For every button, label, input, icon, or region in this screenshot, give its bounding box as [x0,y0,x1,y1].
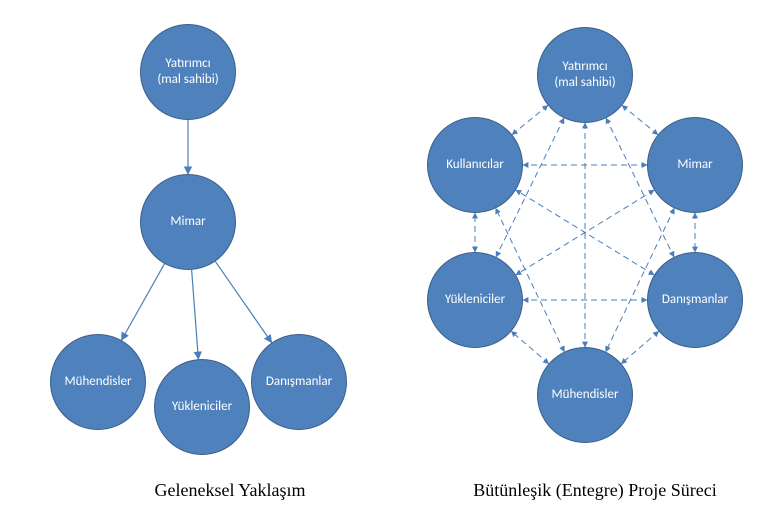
node-label: Mühendisler [552,387,619,403]
edge-R2-R5 [516,190,654,275]
node-r2: Mimar [647,117,743,213]
diagram-container: Yatırımcı(mal sahibi) Mimar Mühendisler Yük… [0,0,775,519]
edge-R1-R6 [512,105,548,134]
node-label: Yatırımcı(mal sahibi) [157,56,218,89]
node-label: Mimar [170,214,205,230]
node-l5: Danışmanlar [251,334,347,430]
node-l1: Yatırımcı(mal sahibi) [140,24,236,120]
node-label: Yatırımcı(mal sahibi) [554,59,615,92]
node-r5: Yükleniciler [427,252,523,348]
edge-R3-R6 [516,190,654,275]
edge-L2-L3 [122,264,165,340]
node-l2: Mimar [140,174,236,270]
edge-R1-R2 [622,105,658,134]
node-r1: Yatırımcı(mal sahibi) [537,27,633,123]
node-label: Danışmanlar [662,292,728,308]
node-l3: Mühendisler [50,334,146,430]
edge-R4-R5 [511,331,548,363]
node-r6: Kullanıcılar [427,117,523,213]
node-r4: Mühendisler [537,347,633,443]
edge-L2-L5 [215,261,271,342]
node-r3: Danışmanlar [647,252,743,348]
node-label: Yükleniciler [445,292,505,308]
edges-layer [0,0,775,519]
edge-L2-L4 [192,270,199,359]
node-l4: Yükleniciler [154,359,250,455]
node-label: Kullanıcılar [446,157,504,173]
node-label: Mühendisler [65,374,132,390]
edge-R3-R4 [621,331,658,363]
cap-left: Geleneksel Yaklaşım [120,480,340,501]
cap-right: Bütünleşik (Entegre) Proje Süreci [445,480,745,501]
node-label: Danışmanlar [266,374,332,390]
node-label: Yükleniciler [172,399,232,415]
node-label: Mimar [677,157,712,173]
